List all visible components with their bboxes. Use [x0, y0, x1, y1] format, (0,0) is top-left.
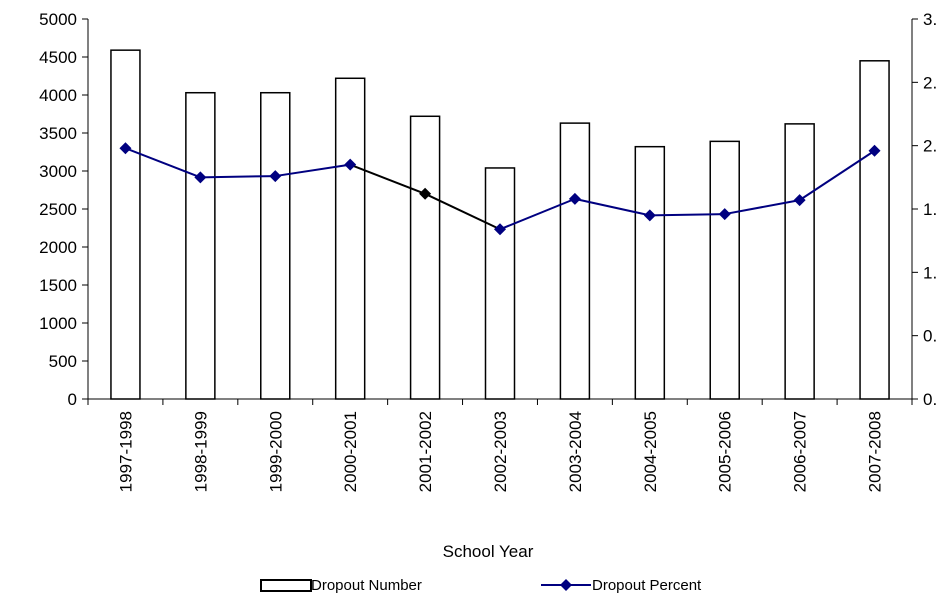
- line-point-2002-2003: [494, 223, 506, 236]
- line-segment: [349, 163, 426, 195]
- x-tick-label-2006-2007: 2006-2007: [791, 411, 810, 492]
- line-point-2007-2008: [868, 144, 881, 157]
- line-segment: [275, 163, 351, 178]
- line-point-2004-2005: [643, 209, 656, 222]
- bar-2002-2003: [484, 167, 516, 400]
- left-tick-label: 3500: [39, 124, 77, 143]
- legend: Dropout Number Dropout Percent: [260, 577, 702, 594]
- left-tick-label: 5000: [39, 10, 77, 29]
- line-segment: [724, 199, 800, 216]
- x-tick-label-1999-2000: 1999-2000: [266, 411, 285, 492]
- x-tick-label-2004-2005: 2004-2005: [641, 411, 660, 492]
- x-tick-label-2005-2006: 2005-2006: [716, 411, 735, 492]
- x-tick-label-1998-1999: 1998-1999: [191, 411, 210, 492]
- line-point-2001-2002: [419, 187, 432, 200]
- x-axis-title: School Year: [443, 542, 534, 561]
- bar-2003-2004: [559, 122, 591, 400]
- left-tick-label: 500: [49, 352, 77, 371]
- bar-2005-2006: [709, 140, 740, 400]
- left-tick-label: 4000: [39, 86, 77, 105]
- x-tick-label-2007-2008: 2007-2008: [866, 411, 885, 492]
- bar-2007-2008: [859, 60, 890, 400]
- line-point-1998-1999: [194, 171, 207, 184]
- bar-2004-2005: [634, 145, 666, 400]
- x-tick-label-1997-1998: 1997-1998: [116, 411, 135, 492]
- left-tick-label: 2500: [39, 200, 77, 219]
- x-tick-label-2000-2001: 2000-2001: [341, 411, 360, 492]
- bar-2006-2007: [784, 123, 815, 400]
- x-tick-label-2002-2003: 2002-2003: [491, 411, 510, 492]
- x-axis-ticks: 1997-1998 1998-1999 1999-2000 2000-2001 2001…: [87, 399, 913, 492]
- bar-1998-1999: [185, 91, 216, 400]
- left-tick-label: 3000: [39, 162, 77, 181]
- bar-1997-1998: [110, 49, 141, 400]
- line-segment: [574, 197, 651, 217]
- bar-2000-2001: [334, 77, 366, 400]
- line-point-2000-2001: [344, 158, 357, 171]
- line-segment: [125, 147, 201, 179]
- left-tick-label: 0: [68, 390, 77, 409]
- right-tick-label: 2.: [923, 73, 937, 92]
- line-point-2003-2004: [568, 192, 581, 205]
- x-tick-label-2001-2002: 2001-2002: [416, 411, 435, 492]
- line-segment: [499, 197, 576, 231]
- left-tick-label: 1000: [39, 314, 77, 333]
- legend-label-dropout-percent: Dropout Percent: [592, 577, 702, 594]
- legend-label-dropout-number: Dropout Number: [311, 577, 422, 594]
- right-axis-ticks: 0. 0. 1. 1. 2. 2. 3.: [912, 10, 937, 409]
- bar-2001-2002: [409, 115, 441, 400]
- right-tick-label: 0.: [923, 327, 937, 346]
- line-point-2005-2006: [718, 208, 731, 221]
- right-tick-label: 0.: [923, 390, 937, 409]
- right-tick-label: 2.: [923, 137, 937, 156]
- left-tick-label: 4500: [39, 48, 77, 67]
- line-series-dropout-percent: [119, 142, 881, 236]
- line-segment: [200, 175, 276, 179]
- x-tick-label-2003-2004: 2003-2004: [566, 411, 585, 492]
- line-segment: [424, 192, 501, 231]
- legend-swatch-dropout-number: [260, 579, 312, 592]
- left-tick-label: 1500: [39, 276, 77, 295]
- line-point-2006-2007: [793, 194, 806, 207]
- legend-marker-dropout-percent: [560, 579, 572, 591]
- right-tick-label: 3.: [923, 10, 937, 29]
- left-tick-label: 2000: [39, 238, 77, 257]
- line-segment: [799, 149, 876, 201]
- bar-series-dropout-number: [110, 49, 890, 400]
- bar-1999-2000: [260, 91, 291, 400]
- line-point-1999-2000: [269, 170, 282, 183]
- line-point-1997-1998: [119, 142, 132, 155]
- right-tick-label: 1.: [923, 200, 937, 219]
- right-tick-label: 1.: [923, 263, 937, 282]
- line-segment: [649, 213, 725, 217]
- left-axis-ticks: 0 500 1000 1500 2000 2500 3000 3500 4000 4500 5000: [39, 10, 88, 409]
